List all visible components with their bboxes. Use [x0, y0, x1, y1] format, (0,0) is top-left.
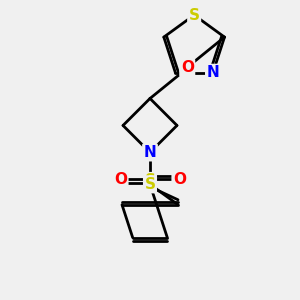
- Text: N: N: [144, 145, 156, 160]
- Text: S: S: [145, 173, 155, 188]
- Text: S: S: [145, 177, 155, 192]
- Text: O: O: [181, 60, 194, 75]
- Text: O: O: [173, 172, 186, 187]
- Text: O: O: [114, 172, 127, 187]
- Text: S: S: [189, 8, 200, 22]
- Text: N: N: [206, 65, 219, 80]
